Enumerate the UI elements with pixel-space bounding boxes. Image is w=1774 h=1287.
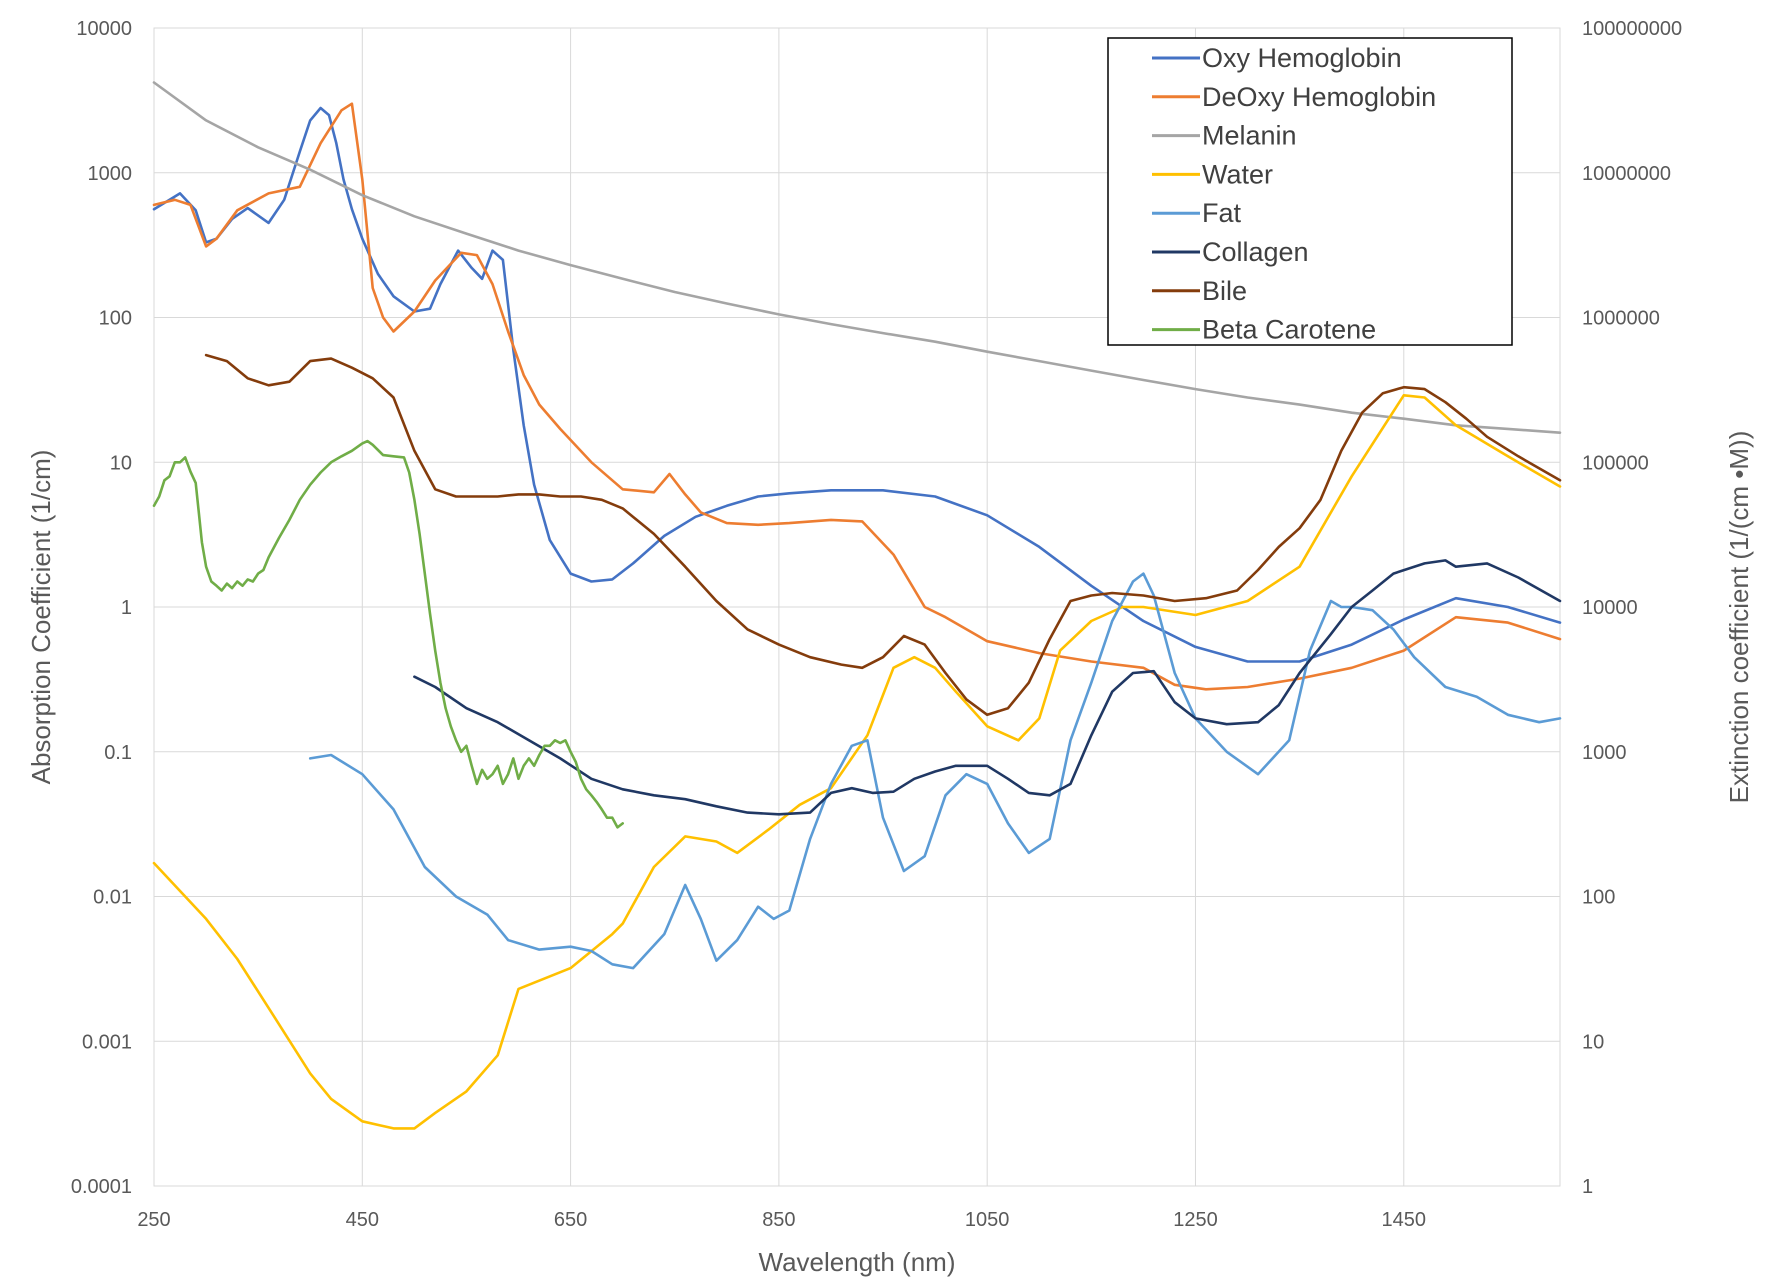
series-line-water	[152, 393, 1562, 1130]
legend-label-melanin: Melanin	[1202, 121, 1297, 151]
x-tick-label: 650	[554, 1209, 587, 1231]
x-tick-label: 450	[346, 1209, 379, 1231]
y-tick-label: 10000	[76, 18, 132, 40]
y-tick-label: 10	[110, 452, 132, 474]
y2-tick-label: 100	[1582, 887, 1615, 909]
x-tick-label: 850	[762, 1209, 795, 1231]
legend-label-fat: Fat	[1202, 198, 1242, 228]
x-tick-label: 1050	[965, 1209, 1010, 1231]
y2-tick-label: 10000	[1582, 597, 1638, 619]
x-axis-tick-labels: 250 450 650 850 1050 1250 1450	[137, 1209, 1426, 1231]
series-line-fat	[308, 572, 1562, 970]
series-line-beta-carotene	[152, 439, 625, 829]
y-tick-label: 0.1	[104, 742, 132, 764]
y2-tick-label: 1000	[1582, 742, 1627, 764]
y-tick-label: 1	[121, 597, 132, 619]
legend: Oxy Hemoglobin DeOxy Hemoglobin Melanin Wat…	[1107, 37, 1513, 346]
y2-axis-tick-labels: 1 10 100 1000 10000 100000 1000000 10000000 1000…	[1582, 18, 1682, 1198]
y-tick-label: 0.01	[93, 887, 132, 909]
series-line-oxy-hemoglobin	[152, 106, 1562, 663]
y2-tick-label: 100000	[1582, 452, 1649, 474]
series-line-collagen	[413, 559, 1562, 816]
x-tick-label: 250	[137, 1209, 170, 1231]
series-lines	[152, 81, 1562, 1130]
y2-tick-label: 1000000	[1582, 308, 1660, 330]
y-axis-tick-labels: 0.0001 0.001 0.01 0.1 1 10 100 1000 10000	[71, 18, 132, 1198]
legend-box	[1107, 37, 1513, 346]
series-line-deoxy-hemoglobin	[152, 102, 1562, 691]
x-axis-title: Wavelength (nm)	[759, 1247, 956, 1277]
y2-tick-label: 10000000	[1582, 163, 1671, 185]
y-tick-label: 100	[99, 308, 132, 330]
x-tick-label: 1250	[1173, 1209, 1218, 1231]
series-line-melanin	[152, 81, 1562, 435]
y-tick-label: 1000	[88, 163, 133, 185]
y2-tick-label: 100000000	[1582, 18, 1682, 40]
series-line-bile	[204, 353, 1562, 717]
legend-label-water: Water	[1202, 159, 1273, 189]
legend-label-bile: Bile	[1202, 276, 1247, 306]
y2-tick-label: 1	[1582, 1176, 1593, 1198]
y2-tick-label: 10	[1582, 1031, 1604, 1053]
y2-axis-title: Extinction coefficient (1/(cm •M))	[1724, 431, 1754, 804]
legend-label-oxy-hemoglobin: Oxy Hemoglobin	[1202, 43, 1402, 73]
legend-label-beta-carotene: Beta Carotene	[1202, 315, 1376, 345]
plot-area	[153, 27, 1561, 1187]
legend-label-collagen: Collagen	[1202, 237, 1309, 267]
y-tick-label: 0.0001	[71, 1176, 132, 1198]
y-axis-title: Absorption Coefficient (1/cm)	[26, 450, 56, 785]
legend-label-deoxy-hemoglobin: DeOxy Hemoglobin	[1202, 82, 1436, 112]
x-tick-label: 1450	[1382, 1209, 1427, 1231]
y-tick-label: 0.001	[82, 1031, 132, 1053]
